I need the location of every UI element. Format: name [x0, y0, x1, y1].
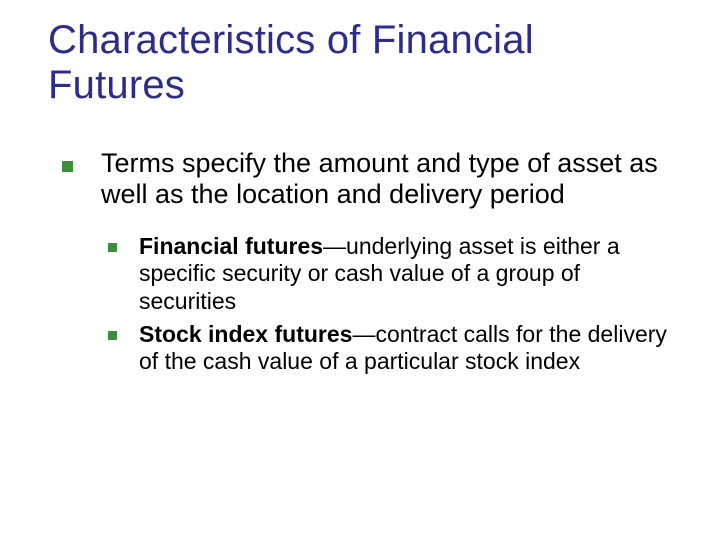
square-bullet-icon — [62, 161, 73, 172]
list-item: Stock index futures—contract calls for t… — [108, 321, 680, 375]
list-item: Financial futures—underlying asset is ei… — [108, 233, 680, 314]
bold-lead: Financial futures — [139, 233, 323, 259]
bullet-list-level-1: Terms specify the amount and type of ass… — [48, 148, 680, 375]
list-item: Terms specify the amount and type of ass… — [62, 148, 680, 212]
bullet-text: Financial futures—underlying asset is ei… — [139, 233, 680, 314]
slide: Characteristics of Financial Futures Ter… — [0, 0, 720, 540]
bullet-list-level-2: Financial futures—underlying asset is ei… — [62, 233, 680, 375]
bullet-text: Stock index futures—contract calls for t… — [139, 321, 680, 375]
bullet-text: Terms specify the amount and type of ass… — [101, 148, 680, 212]
square-bullet-icon — [108, 331, 117, 340]
bold-lead: Stock index futures — [139, 321, 352, 347]
square-bullet-icon — [108, 243, 117, 252]
slide-title: Characteristics of Financial Futures — [48, 18, 680, 108]
